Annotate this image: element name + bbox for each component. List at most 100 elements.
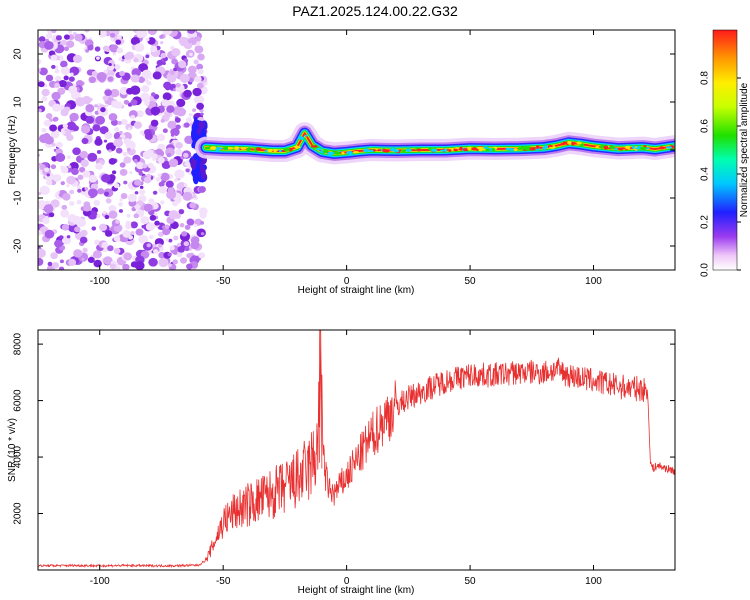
- noise-blob: [145, 222, 155, 231]
- noise-blob: [139, 185, 144, 189]
- noise-blob: [162, 61, 166, 65]
- noise-blob: [59, 190, 65, 195]
- noise-blob: [134, 204, 141, 210]
- noise-blob: [79, 150, 89, 159]
- ridge-speckle: [665, 146, 673, 149]
- noise-blob: [195, 36, 202, 42]
- ridge-speckle: [439, 149, 446, 152]
- ridge-speckle: [617, 148, 624, 151]
- noise-blob: [178, 209, 185, 215]
- noise-blob: [117, 120, 122, 125]
- noise-blob: [133, 213, 139, 219]
- noise-blob: [58, 235, 64, 240]
- noise-blob: [43, 119, 52, 127]
- noise-blob: [110, 88, 120, 98]
- ridge-speckle: [595, 145, 600, 148]
- noise-blob: [71, 167, 79, 176]
- ridge-speckle: [491, 147, 496, 152]
- noise-blob: [61, 204, 68, 210]
- noise-blob: [101, 242, 109, 249]
- noise-blob: [175, 82, 181, 88]
- noise-blob: [60, 166, 69, 174]
- noise-blob: [78, 166, 86, 173]
- colorbar-tick-label: 0.0: [700, 263, 711, 277]
- noise-blob: [140, 216, 150, 225]
- noise-blob: [130, 37, 140, 46]
- y-tick-label: -20: [13, 238, 24, 253]
- noise-blob: [135, 110, 144, 118]
- noise-blob: [118, 202, 123, 207]
- noise-blob: [168, 238, 173, 243]
- noise-blob: [173, 235, 179, 241]
- noise-blob: [47, 261, 53, 267]
- ridge-speckle: [609, 145, 615, 149]
- noise-blob: [50, 199, 60, 208]
- noise-blob: [150, 45, 158, 53]
- noise-blob: [141, 224, 146, 229]
- noise-blob: [69, 189, 75, 195]
- ridge-speckle: [353, 151, 360, 154]
- noise-blob: [51, 262, 60, 269]
- noise-blob: [60, 60, 68, 68]
- noise-blob: [148, 257, 158, 267]
- noise-blob: [196, 102, 204, 110]
- noise-blob: [151, 153, 158, 159]
- ridge-speckle: [310, 145, 318, 148]
- noise-blob: [161, 160, 171, 170]
- noise-blob: [89, 44, 94, 49]
- noise-blob: [124, 53, 132, 60]
- noise-blob: [64, 106, 71, 113]
- noise-blob: [190, 236, 200, 245]
- x-tick-label: 50: [465, 576, 477, 587]
- noise-blob: [139, 189, 146, 195]
- noise-blob: [68, 76, 75, 82]
- noise-blob: [81, 237, 87, 243]
- noise-blob: [111, 170, 117, 175]
- noise-blob: [61, 130, 66, 135]
- noise-blob: [63, 34, 70, 40]
- ridge-speckle: [462, 148, 469, 152]
- noise-blob: [60, 39, 68, 46]
- noise-blob: [66, 175, 76, 185]
- noise-blob: [118, 209, 123, 213]
- noise-blob: [77, 188, 82, 193]
- noise-blob: [189, 202, 197, 209]
- noise-blob: [38, 248, 46, 258]
- noise-blob: [113, 182, 120, 189]
- noise-blob: [55, 176, 60, 180]
- noise-blob: [130, 74, 140, 83]
- noise-blob: [189, 52, 193, 57]
- noise-blob: [198, 120, 206, 129]
- noise-blob: [134, 179, 142, 186]
- noise-blob: [119, 162, 126, 168]
- noise-blob: [185, 168, 190, 173]
- ridge-speckle: [535, 145, 540, 149]
- noise-blob: [193, 223, 198, 228]
- noise-blob: [98, 30, 107, 38]
- noise-blob: [133, 57, 139, 63]
- noise-blob: [51, 30, 57, 34]
- colorbar-ticks: 0.0 0.2 0.4 0.6 0.8: [700, 71, 741, 277]
- noise-blob: [38, 58, 42, 65]
- noise-blob: [44, 40, 54, 50]
- noise-blob: [192, 108, 197, 112]
- noise-blob: [165, 180, 174, 188]
- noise-blob: [164, 224, 170, 230]
- noise-blob: [188, 119, 193, 123]
- ridge-speckle: [485, 148, 490, 152]
- noise-blob: [50, 164, 57, 170]
- noise-blob: [104, 89, 112, 97]
- noise-blob: [194, 75, 202, 83]
- noise-blob: [170, 133, 175, 137]
- ridge-speckle: [400, 149, 407, 153]
- ridge-speckle: [448, 149, 452, 152]
- noise-blob: [49, 124, 58, 132]
- ridge-speckle: [333, 151, 341, 155]
- noise-blob: [115, 219, 120, 224]
- noise-blob: [111, 100, 119, 108]
- noise-blob: [104, 191, 110, 197]
- noise-blob: [135, 162, 144, 170]
- noise-blob: [122, 151, 128, 157]
- noise-blob: [103, 69, 109, 74]
